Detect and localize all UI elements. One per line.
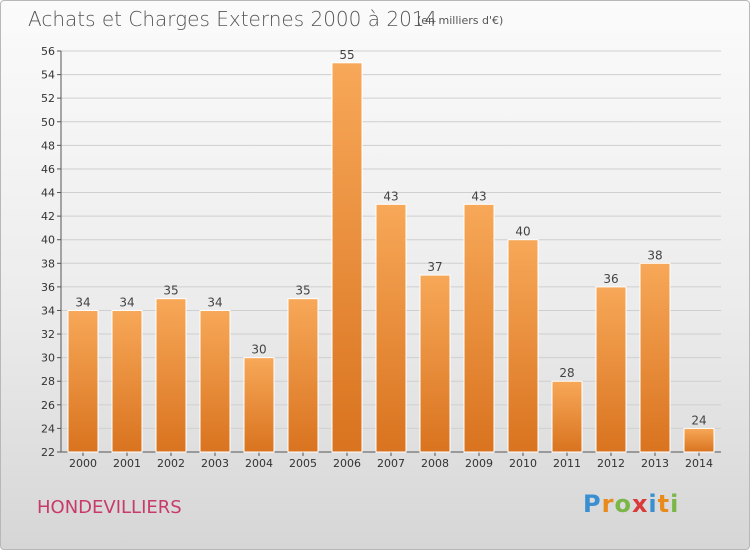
value-label-2002: 35 <box>163 284 178 298</box>
bar-2014 <box>683 427 715 453</box>
bar-2007 <box>375 203 407 453</box>
bar-2013 <box>639 262 671 453</box>
value-labels: 34 34 35 34 30 35 55 43 37 43 40 28 36 38 24 <box>75 48 706 428</box>
value-label-2007: 43 <box>383 189 398 203</box>
x-tick-label-2006: 2006 <box>333 457 361 470</box>
value-label-2011: 28 <box>559 366 574 380</box>
bar-2000 <box>67 309 99 453</box>
bar-2004 <box>243 357 275 453</box>
y-tick-label: 50 <box>41 116 55 129</box>
x-tick-label-2008: 2008 <box>421 457 449 470</box>
value-label-2005: 35 <box>295 284 310 298</box>
y-tick-label: 40 <box>41 234 55 247</box>
y-tick-label: 56 <box>41 45 55 58</box>
y-tick-label: 36 <box>41 281 55 294</box>
y-tick-label: 42 <box>41 210 55 223</box>
y-tick-label: 52 <box>41 92 55 105</box>
bar-2006 <box>331 62 363 453</box>
y-tick-label: 34 <box>41 304 55 317</box>
y-tick-label: 30 <box>41 352 55 365</box>
bar-2012 <box>595 286 627 453</box>
chart-subtitle: (en milliers d'€) <box>417 14 504 27</box>
x-tick-label-2010: 2010 <box>509 457 537 470</box>
value-label-2006: 55 <box>339 48 354 62</box>
x-tick-label-2014: 2014 <box>685 457 713 470</box>
x-tick-label-2003: 2003 <box>201 457 229 470</box>
bar-2009 <box>463 203 495 453</box>
value-label-2003: 34 <box>207 295 222 309</box>
value-label-2013: 38 <box>647 248 662 262</box>
y-tick-label: 32 <box>41 328 55 341</box>
x-tick-label-2007: 2007 <box>377 457 405 470</box>
x-tick-label-2013: 2013 <box>641 457 669 470</box>
y-tick-label: 28 <box>41 375 55 388</box>
x-tick-label-2005: 2005 <box>289 457 317 470</box>
bar-2002 <box>155 298 187 453</box>
chart-title: Achats et Charges Externes 2000 à 2014 <box>28 7 438 31</box>
x-tick-label-2002: 2002 <box>157 457 185 470</box>
bar-2010 <box>507 239 539 453</box>
y-tick-label: 44 <box>41 187 55 200</box>
value-label-2014: 24 <box>691 413 706 427</box>
value-label-2000: 34 <box>75 295 90 309</box>
value-label-2001: 34 <box>119 295 134 309</box>
bar-2008 <box>419 274 451 453</box>
x-tick-label-2000: 2000 <box>69 457 97 470</box>
value-label-2004: 30 <box>251 343 266 357</box>
bar-2001 <box>111 309 143 453</box>
y-tick-label: 54 <box>41 69 55 82</box>
value-label-2008: 37 <box>427 260 442 274</box>
x-tick-label-2012: 2012 <box>597 457 625 470</box>
value-label-2009: 43 <box>471 189 486 203</box>
bar-2005 <box>287 298 319 453</box>
value-label-2010: 40 <box>515 225 530 239</box>
y-tick-label: 26 <box>41 399 55 412</box>
bar-2003 <box>199 309 231 453</box>
proxiti-logo: Proxiti <box>583 490 680 518</box>
x-tick-label-2009: 2009 <box>465 457 493 470</box>
y-tick-label: 48 <box>41 139 55 152</box>
y-tick-label: 38 <box>41 257 55 270</box>
y-tick-label: 46 <box>41 163 55 176</box>
y-tick-label: 24 <box>41 422 55 435</box>
x-tick-label-2011: 2011 <box>553 457 581 470</box>
commune-name: HONDEVILLIERS <box>37 497 182 518</box>
x-tick-label-2004: 2004 <box>245 457 273 470</box>
x-tick-label-2001: 2001 <box>113 457 141 470</box>
y-tick-label: 22 <box>41 446 55 459</box>
bars <box>67 62 715 453</box>
value-label-2012: 36 <box>603 272 618 286</box>
bar-2011 <box>551 380 583 453</box>
